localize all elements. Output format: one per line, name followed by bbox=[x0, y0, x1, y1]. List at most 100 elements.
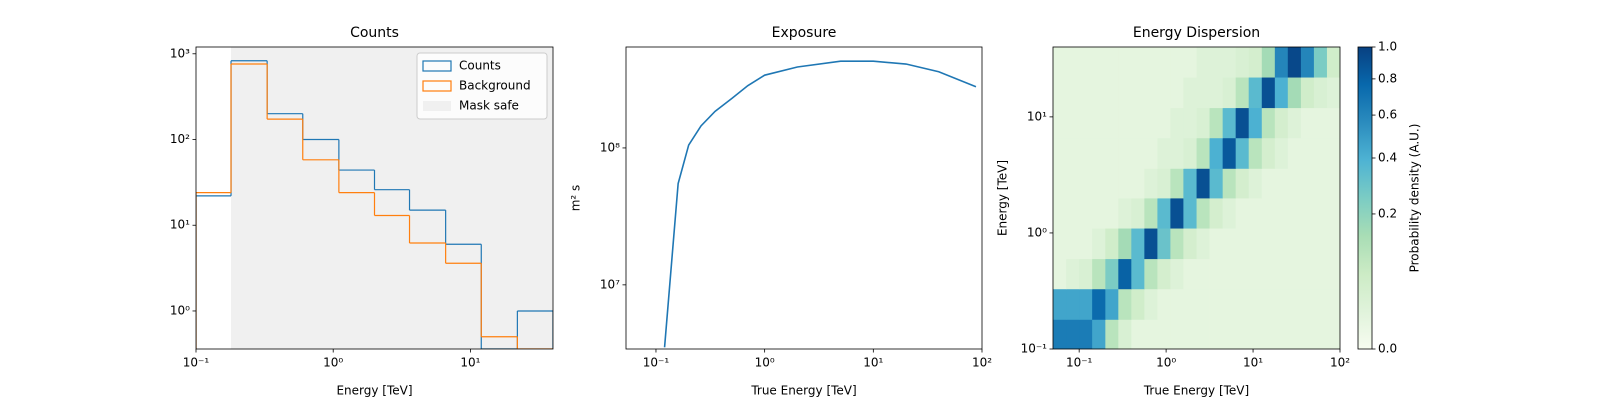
y-tick-label: 10⁰ bbox=[170, 303, 190, 317]
heatmap-cell bbox=[1209, 137, 1224, 169]
heatmap-cell bbox=[1183, 77, 1197, 109]
heatmap-cell bbox=[1222, 258, 1237, 290]
chart-title: Energy Dispersion bbox=[1133, 25, 1260, 41]
exposure-line bbox=[663, 60, 977, 348]
plot-area bbox=[626, 47, 982, 349]
heatmap-cell bbox=[1261, 137, 1276, 169]
heatmap-cell bbox=[1235, 258, 1250, 290]
heatmap-cell bbox=[1261, 77, 1276, 109]
heatmap-cell bbox=[1274, 137, 1289, 169]
heatmap-cell bbox=[1300, 107, 1315, 139]
heatmap-cell bbox=[1196, 47, 1210, 78]
heatmap-cell bbox=[1274, 258, 1289, 290]
heatmap-cell bbox=[1157, 288, 1171, 320]
y-tick-label: 10¹ bbox=[170, 218, 190, 232]
heatmap-cell bbox=[1131, 258, 1145, 290]
y-tick-label: 10² bbox=[170, 132, 190, 146]
heatmap-cell bbox=[1326, 47, 1340, 78]
heatmap-cell bbox=[1209, 47, 1224, 78]
heatmap-cell bbox=[1170, 258, 1184, 290]
heatmap-cell bbox=[1079, 319, 1093, 349]
colorbar-label: Probability density (A.U.) bbox=[1408, 124, 1422, 273]
x-tick-label: 10² bbox=[1330, 356, 1350, 370]
heatmap-cell bbox=[1326, 319, 1340, 349]
heatmap-cell bbox=[1105, 258, 1119, 290]
y-tick-label: 10³ bbox=[170, 46, 190, 60]
y-tick-label: 10⁰ bbox=[1027, 225, 1047, 239]
heatmap-cell bbox=[1105, 319, 1119, 349]
heatmap-cell bbox=[1118, 77, 1132, 109]
heatmap-cell bbox=[1144, 288, 1158, 320]
heatmap-cell bbox=[1274, 198, 1289, 229]
heatmap-cell bbox=[1079, 228, 1093, 260]
heatmap-cell bbox=[1222, 228, 1237, 260]
heatmap-cell bbox=[1287, 47, 1302, 78]
legend-swatch bbox=[423, 101, 451, 111]
heatmap-cell bbox=[1053, 168, 1067, 199]
heatmap-cell bbox=[1157, 137, 1171, 169]
heatmap-cell bbox=[1287, 168, 1302, 199]
heatmap-cell bbox=[1105, 107, 1119, 139]
heatmap-cell bbox=[1287, 107, 1302, 139]
heatmap-cell bbox=[1053, 319, 1067, 349]
heatmap-cell bbox=[1092, 198, 1106, 229]
heatmap-cell bbox=[1300, 77, 1315, 109]
y-tick-label: 10¹ bbox=[1027, 109, 1047, 123]
heatmap-cell bbox=[1079, 137, 1093, 169]
heatmap-cell bbox=[1248, 47, 1263, 78]
heatmap-cell bbox=[1131, 228, 1145, 260]
heatmap-cell bbox=[1222, 288, 1237, 320]
heatmap-cell bbox=[1157, 228, 1171, 260]
heatmap-cell bbox=[1209, 258, 1224, 290]
heatmap-cell bbox=[1183, 168, 1197, 199]
heatmap-cell bbox=[1235, 168, 1250, 199]
heatmap-cell bbox=[1144, 47, 1158, 78]
heatmap-cell bbox=[1170, 137, 1184, 169]
heatmap-cell bbox=[1313, 319, 1328, 349]
x-tick-label: 10¹ bbox=[460, 356, 480, 370]
heatmap-cell bbox=[1170, 228, 1184, 260]
heatmap-cell bbox=[1248, 258, 1263, 290]
heatmap-cell bbox=[1118, 228, 1132, 260]
heatmap-cell bbox=[1183, 258, 1197, 290]
heatmap-cell bbox=[1157, 47, 1171, 78]
heatmap-cell bbox=[1326, 137, 1340, 169]
heatmap-cell bbox=[1326, 198, 1340, 229]
heatmap-cell bbox=[1053, 77, 1067, 109]
heatmap-cell bbox=[1170, 198, 1184, 229]
x-tick-label: 10⁰ bbox=[1156, 356, 1176, 370]
colorbar bbox=[1357, 46, 1373, 350]
heatmap-cell bbox=[1183, 319, 1197, 349]
heatmap-cell bbox=[1235, 47, 1250, 78]
colorbar-tick-label: 0.6 bbox=[1378, 108, 1397, 122]
y-axis-label: m² s bbox=[569, 185, 583, 212]
heatmap-cell bbox=[1066, 288, 1080, 320]
heatmap-cell bbox=[1222, 198, 1237, 229]
heatmap-cell bbox=[1053, 258, 1067, 290]
heatmap-cell bbox=[1131, 319, 1145, 349]
heatmap-cell bbox=[1196, 319, 1210, 349]
heatmap-cell bbox=[1183, 198, 1197, 229]
heatmap-cell bbox=[1196, 288, 1210, 320]
heatmap-cell bbox=[1313, 228, 1328, 260]
heatmap-cell bbox=[1235, 77, 1250, 109]
heatmap-cell bbox=[1131, 198, 1145, 229]
heatmap-cell bbox=[1105, 137, 1119, 169]
heatmap-cell bbox=[1287, 319, 1302, 349]
heatmap-cell bbox=[1105, 288, 1119, 320]
heatmap-cell bbox=[1300, 228, 1315, 260]
heatmap-cell bbox=[1092, 107, 1106, 139]
heatmap-cell bbox=[1209, 77, 1224, 109]
heatmap-cell bbox=[1248, 168, 1263, 199]
heatmap-cell bbox=[1274, 168, 1289, 199]
heatmap-cell bbox=[1144, 77, 1158, 109]
heatmap-cell bbox=[1170, 77, 1184, 109]
axes-frame bbox=[625, 46, 983, 350]
heatmap-cell bbox=[1118, 258, 1132, 290]
heatmap-cell bbox=[1261, 47, 1276, 78]
heatmap-cell bbox=[1222, 168, 1237, 199]
heatmap-cell bbox=[1131, 137, 1145, 169]
legend-label: Counts bbox=[459, 59, 501, 73]
heatmap-cell bbox=[1209, 319, 1224, 349]
heatmap-cell bbox=[1196, 168, 1210, 199]
